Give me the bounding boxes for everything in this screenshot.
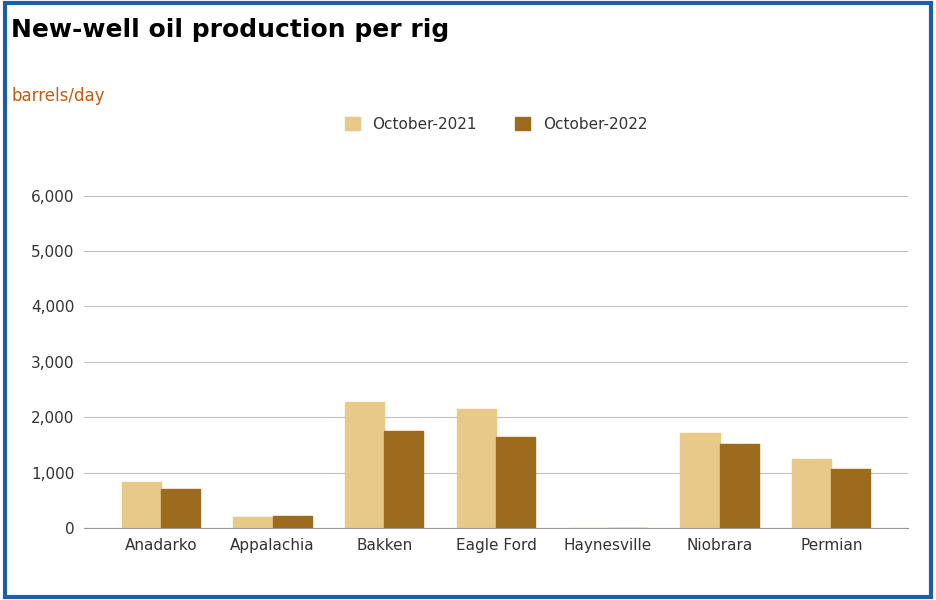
Bar [272, 516, 312, 528]
Bar [385, 431, 423, 528]
Bar [122, 482, 161, 528]
Bar [233, 517, 272, 528]
Bar [831, 469, 870, 528]
Bar [680, 433, 720, 528]
Bar [792, 460, 831, 528]
Bar [457, 409, 496, 528]
Legend: October-2021, October-2022: October-2021, October-2022 [339, 111, 653, 138]
Bar [161, 489, 200, 528]
Text: barrels/day: barrels/day [11, 87, 105, 105]
Text: New-well oil production per rig: New-well oil production per rig [11, 18, 449, 42]
Bar [496, 437, 535, 528]
Bar [720, 445, 759, 528]
Bar [345, 402, 385, 528]
